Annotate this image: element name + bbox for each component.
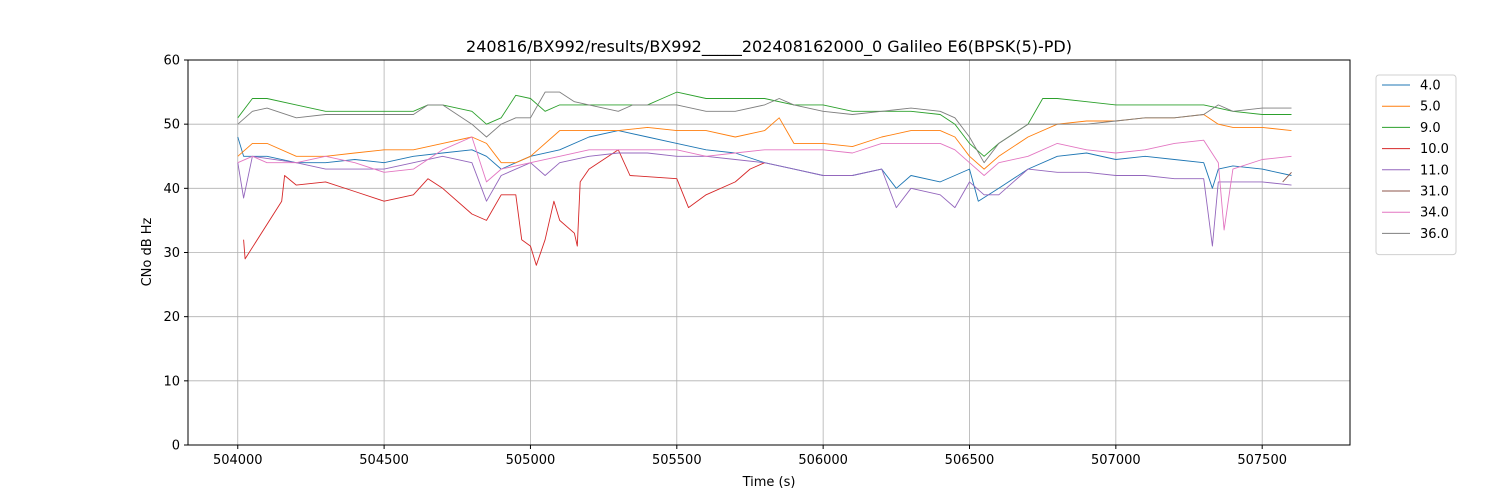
y-axis-title: CNo dB Hz <box>140 217 155 286</box>
y-tick-label: 20 <box>163 310 180 325</box>
x-tick-label: 505000 <box>506 453 556 468</box>
y-tick-label: 60 <box>163 54 180 69</box>
legend-label: 31.0 <box>1420 185 1449 200</box>
x-tick-label: 507500 <box>1237 453 1287 468</box>
legend-box <box>1375 74 1457 256</box>
grid <box>188 59 1350 446</box>
legend-label: 34.0 <box>1420 206 1449 221</box>
series-line-34-0 <box>237 136 1292 231</box>
x-tick-label: 504000 <box>213 453 263 468</box>
y-tick-label: 30 <box>163 246 180 261</box>
series-line-11-0 <box>237 152 1292 247</box>
y-tick-label: 0 <box>172 439 180 454</box>
y-tick-label: 10 <box>163 374 180 389</box>
series-line-5-0 <box>237 114 1292 170</box>
y-tick-label: 40 <box>163 182 180 197</box>
legend-label: 10.0 <box>1420 142 1449 157</box>
x-tick-label: 505500 <box>652 453 702 468</box>
legend-label: 11.0 <box>1420 163 1449 178</box>
series-line-4-0 <box>237 130 1292 202</box>
chart-title: 240816/BX992/results/BX992_____202408162… <box>466 37 1072 57</box>
x-tick-label: 506000 <box>798 453 848 468</box>
legend-label: 36.0 <box>1420 227 1449 242</box>
legend-label: 9.0 <box>1420 121 1441 136</box>
series-line-10-0 <box>243 149 765 266</box>
legend: 4.0 5.0 9.0 10.0 11.0 31.0 34.0 36.0 <box>1375 74 1457 256</box>
x-axis-title: Time (s) <box>742 475 796 490</box>
x-axis-ticks: 504000 504500 505000 505500 506000 506500 5070… <box>213 445 1287 468</box>
series-line-9-0 <box>237 91 1292 157</box>
series-lines <box>237 91 1292 266</box>
x-tick-label: 504500 <box>359 453 409 468</box>
y-tick-label: 50 <box>163 118 180 133</box>
legend-label: 4.0 <box>1420 79 1441 94</box>
legend-label: 5.0 <box>1420 100 1441 115</box>
x-tick-label: 507000 <box>1091 453 1141 468</box>
series-line-36-0 <box>237 91 1292 164</box>
x-tick-label: 506500 <box>945 453 995 468</box>
series-line-31-0 <box>1282 171 1292 183</box>
y-axis-ticks: 0 10 20 30 40 50 60 <box>163 54 188 454</box>
